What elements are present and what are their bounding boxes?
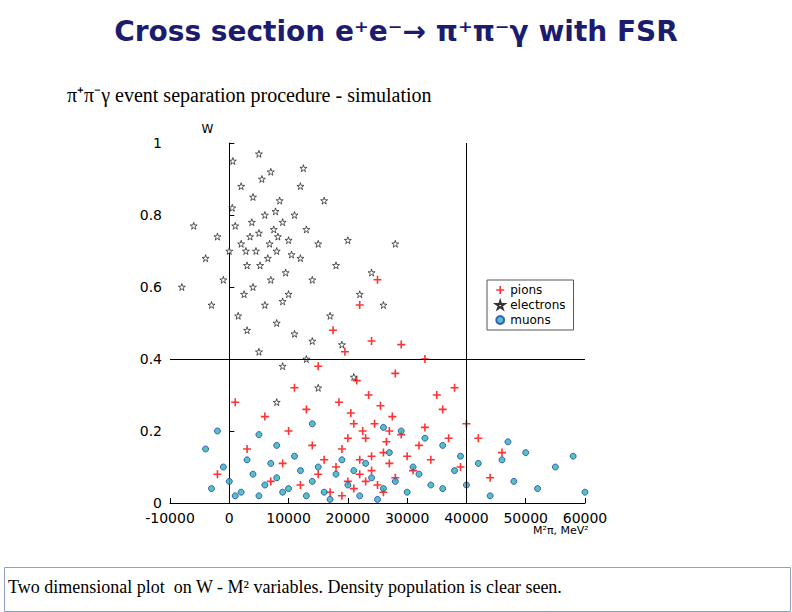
svg-text:0.8: 0.8: [140, 207, 162, 223]
svg-text:0.6: 0.6: [140, 279, 162, 295]
svg-text:M²π, MeV²: M²π, MeV²: [533, 524, 589, 537]
svg-text:π⁺π⁻γ event separation procedu: π⁺π⁻γ event separation procedure - simul…: [67, 84, 432, 107]
svg-text:Two dimensional plot on W - M: Two dimensional plot on W - M² variables…: [8, 577, 562, 597]
svg-text:10000: 10000: [266, 510, 311, 526]
svg-text:0: 0: [225, 510, 234, 526]
svg-text:pions: pions: [510, 283, 542, 297]
svg-text:0: 0: [153, 495, 162, 511]
svg-text:1: 1: [153, 135, 162, 151]
svg-text:0.4: 0.4: [140, 351, 162, 367]
svg-text:muons: muons: [510, 313, 551, 327]
svg-text:40000: 40000: [444, 510, 489, 526]
svg-text:Cross section e⁺e⁻→ π⁺π⁻γ with: Cross section e⁺e⁻→ π⁺π⁻γ with FSR: [114, 15, 678, 48]
svg-text:-10000: -10000: [145, 510, 195, 526]
svg-text:30000: 30000: [385, 510, 430, 526]
svg-text:60000: 60000: [563, 510, 608, 526]
svg-text:electrons: electrons: [510, 298, 565, 312]
svg-text:W: W: [201, 122, 213, 136]
svg-text:50000: 50000: [503, 510, 548, 526]
svg-text:0.2: 0.2: [140, 423, 162, 439]
svg-text:20000: 20000: [326, 510, 371, 526]
